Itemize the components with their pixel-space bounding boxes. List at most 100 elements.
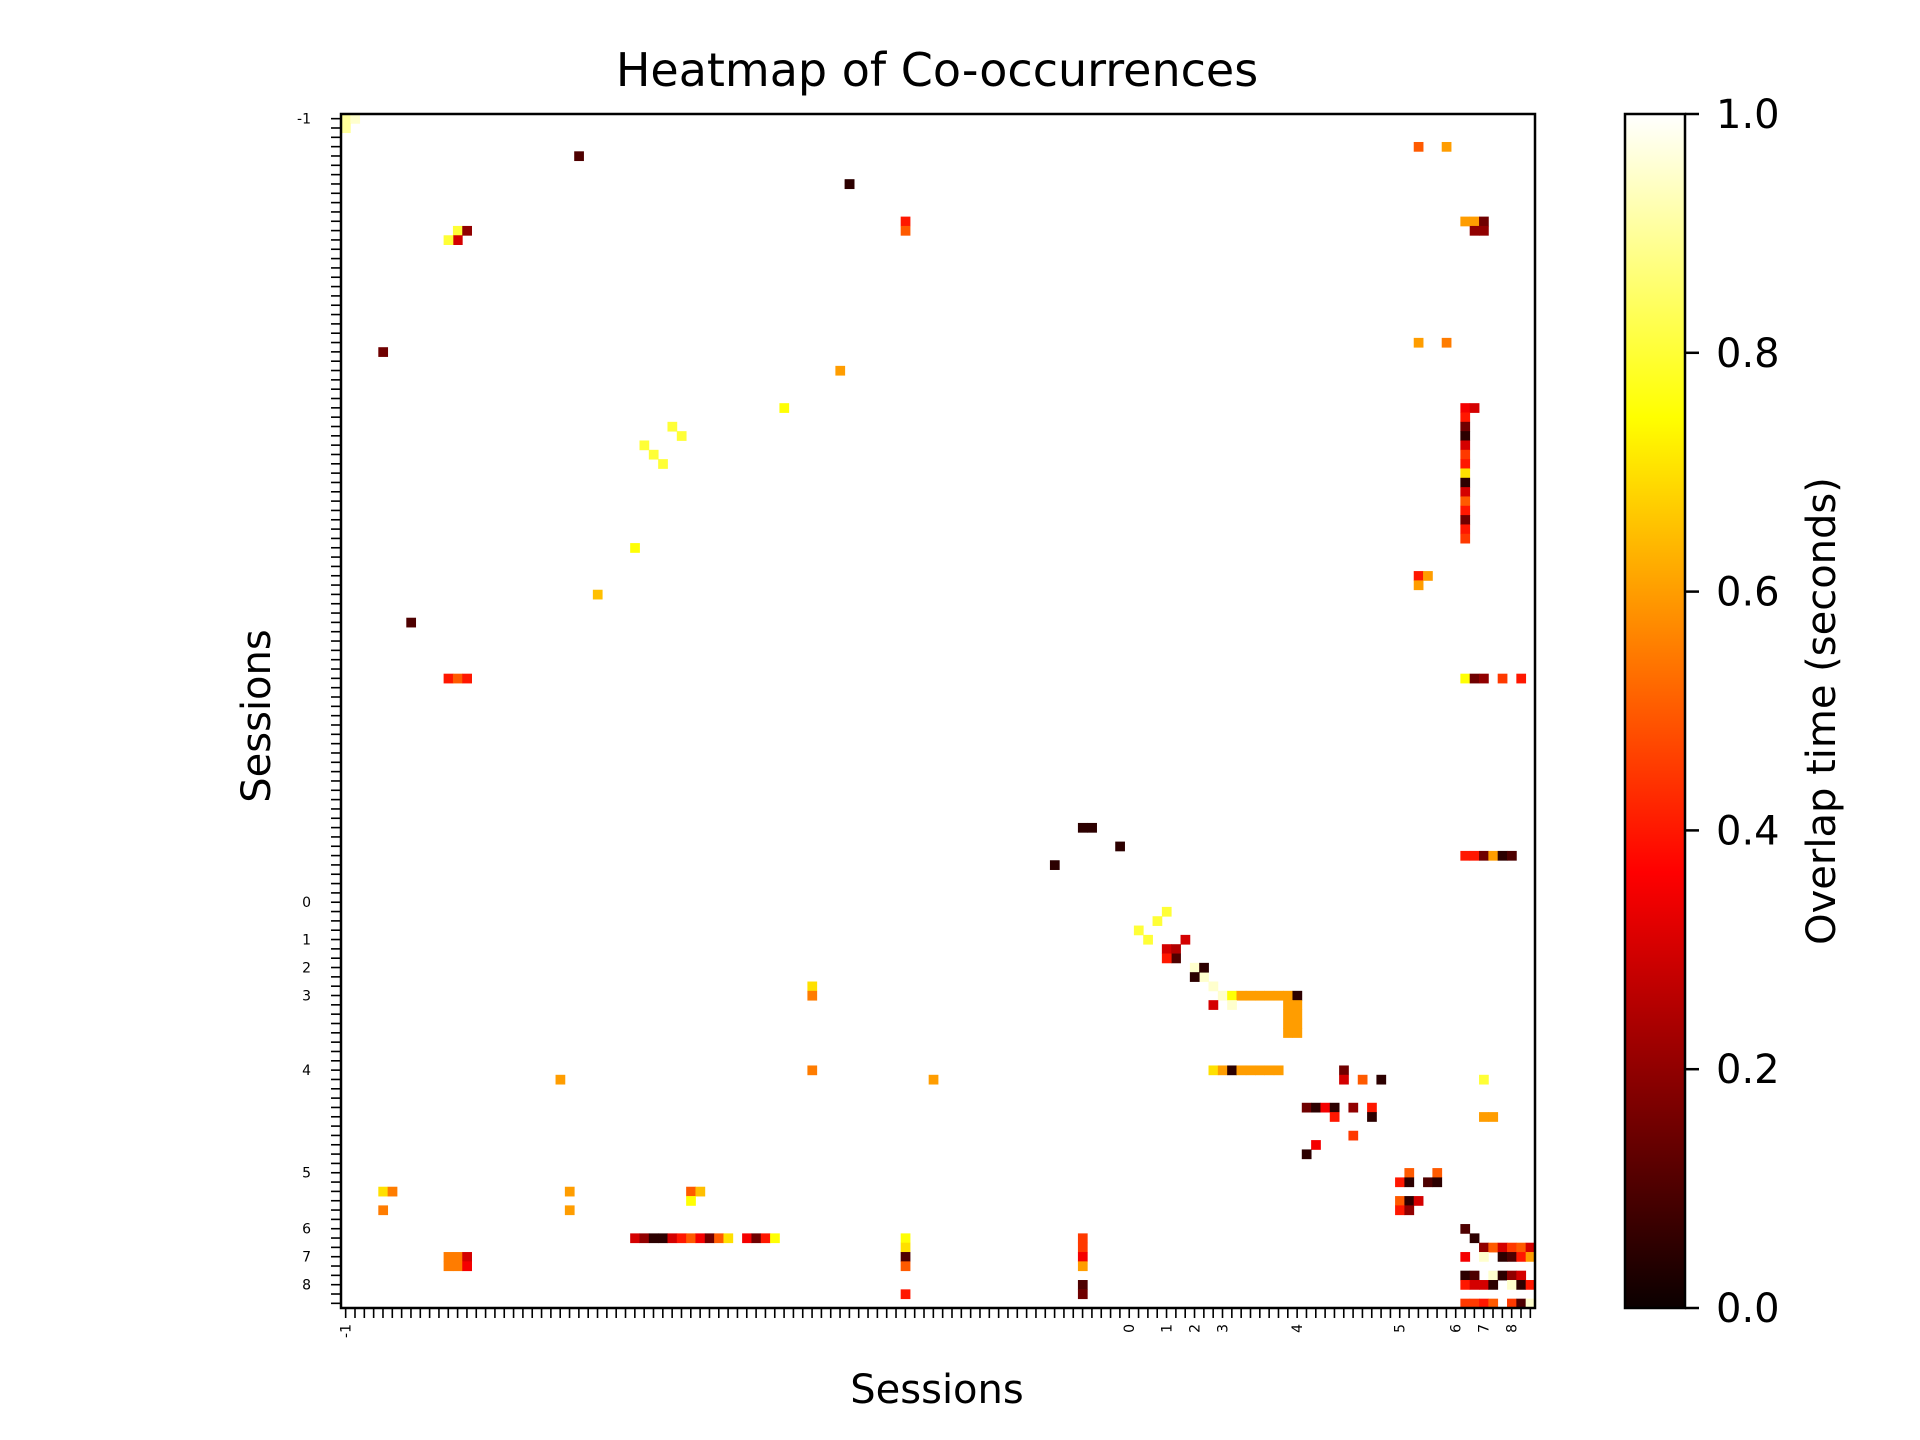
heatmap-cell [341,123,351,134]
heatmap-cell [723,1233,734,1244]
heatmap-cell [1507,1298,1517,1309]
heatmap-cell [1460,487,1471,497]
heatmap-cell [1180,934,1191,945]
heatmap-cell [1115,841,1125,852]
heatmap-cell [1460,496,1471,507]
heatmap-cell [639,440,650,451]
heatmap-cell [1161,953,1172,964]
heatmap-cell [807,981,818,992]
y-axis-tick-labels: -1 0 1 2 3 4 5 6 7 8 [297,112,311,1294]
heatmap-cell [1479,225,1489,236]
heatmap-cell [1460,459,1471,469]
heatmap-cell [1199,972,1209,982]
heatmap-cell [1460,533,1471,544]
heatmap-cell [1301,1102,1312,1113]
heatmap-cell [835,365,846,376]
heatmap-cell [1301,1149,1312,1160]
heatmap-cell [564,1186,575,1197]
x-axis-label: Sessions [850,1367,1023,1413]
heatmap-cell [1273,1065,1284,1076]
heatmap-cell [452,1261,463,1272]
heatmap-cell [1460,515,1471,525]
heatmap-cell [592,589,603,600]
heatmap-cell [1423,571,1433,581]
heatmap-cell [1441,141,1452,152]
y-tick-label: 4 [302,1063,311,1079]
y-tick-label: 2 [302,961,311,977]
heatmap-cell [1497,673,1508,684]
heatmap-cell [1171,953,1181,964]
heatmap-cell [1525,1252,1536,1262]
heatmap-cell [452,1252,463,1262]
heatmap-cell [760,1233,771,1244]
heatmap-cell [1339,1074,1349,1085]
heatmap-cell [1413,141,1424,152]
colorbar-tick-label: 0.6 [1716,570,1780,616]
heatmap-cell [564,1205,575,1216]
heatmap-cell [1283,1018,1293,1029]
heatmap-cell [1367,1102,1377,1113]
y-axis-ticks [331,117,341,1305]
heatmap-cell [639,1233,650,1244]
heatmap-cell [462,1252,472,1262]
heatmap-cell [1404,1196,1415,1206]
heatmap-cell [1488,1298,1499,1309]
heatmap-cell [1217,990,1228,1001]
heatmap-cell [807,1065,818,1076]
colorbar-tick-label: 1.0 [1716,92,1780,138]
heatmap-cell [1413,580,1424,591]
x-tick-label: 6 [1449,1324,1465,1333]
heatmap-cell [1199,962,1209,973]
heatmap-cell [1292,990,1303,1001]
heatmap-cell [1217,1065,1228,1076]
heatmap-cell [1479,1074,1489,1085]
heatmap-cell [1077,1233,1088,1244]
heatmap-cell [1469,225,1480,236]
heatmap-cell [630,1233,640,1244]
heatmap-cell [676,1233,687,1244]
heatmap-cell [1516,1252,1527,1262]
x-axis-tick-labels: -1 0 1 2 3 4 5 6 7 8 [339,1324,1521,1338]
colorbar-tick-label: 0.8 [1716,331,1780,377]
heatmap-cell [1077,1242,1088,1253]
heatmap-cells [341,114,1536,1309]
heatmap-cell [1460,468,1471,479]
heatmap-cell [1311,1102,1321,1113]
heatmap-cell [1469,403,1480,413]
heatmap-cell [1049,860,1060,870]
heatmap-cell [1161,944,1172,954]
heatmap-cell [1469,850,1480,861]
heatmap-cell [1087,822,1097,833]
heatmap-cell [1292,1009,1303,1020]
heatmap-cell [1516,1242,1527,1253]
heatmap-cell [1479,1280,1489,1290]
y-tick-label: 0 [302,895,311,911]
heatmap-cell [900,1233,911,1244]
heatmap-cell [630,543,640,553]
heatmap-cell [1469,1280,1480,1290]
heatmap-cell [1348,1102,1359,1113]
heatmap-cell [1488,1112,1499,1122]
heatmap-cell [667,1233,678,1244]
heatmap-cell [900,225,911,236]
heatmap-cell [1376,1074,1387,1085]
heatmap-cell [1460,421,1471,432]
heatmap-cell [1460,505,1471,516]
heatmap-cell [1469,1298,1480,1309]
heatmap-cell [1441,337,1452,348]
heatmap-cell [900,1261,911,1272]
heatmap-cell [1460,216,1471,227]
heatmap-cell [1432,1168,1443,1178]
heatmap-cell [452,673,463,684]
heatmap-cell [648,449,659,460]
heatmap-cell [1423,1177,1433,1188]
heatmap-cell [770,1233,780,1244]
heatmap-cell [1469,1233,1480,1244]
plot-frame [339,112,1537,1310]
heatmap-cell [1479,1242,1489,1253]
heatmap-cell [1236,1065,1247,1076]
heatmap-cell [1497,1270,1508,1281]
heatmap-cell [928,1074,939,1085]
heatmap-cell [742,1233,752,1244]
heatmap-cell [1460,477,1471,488]
